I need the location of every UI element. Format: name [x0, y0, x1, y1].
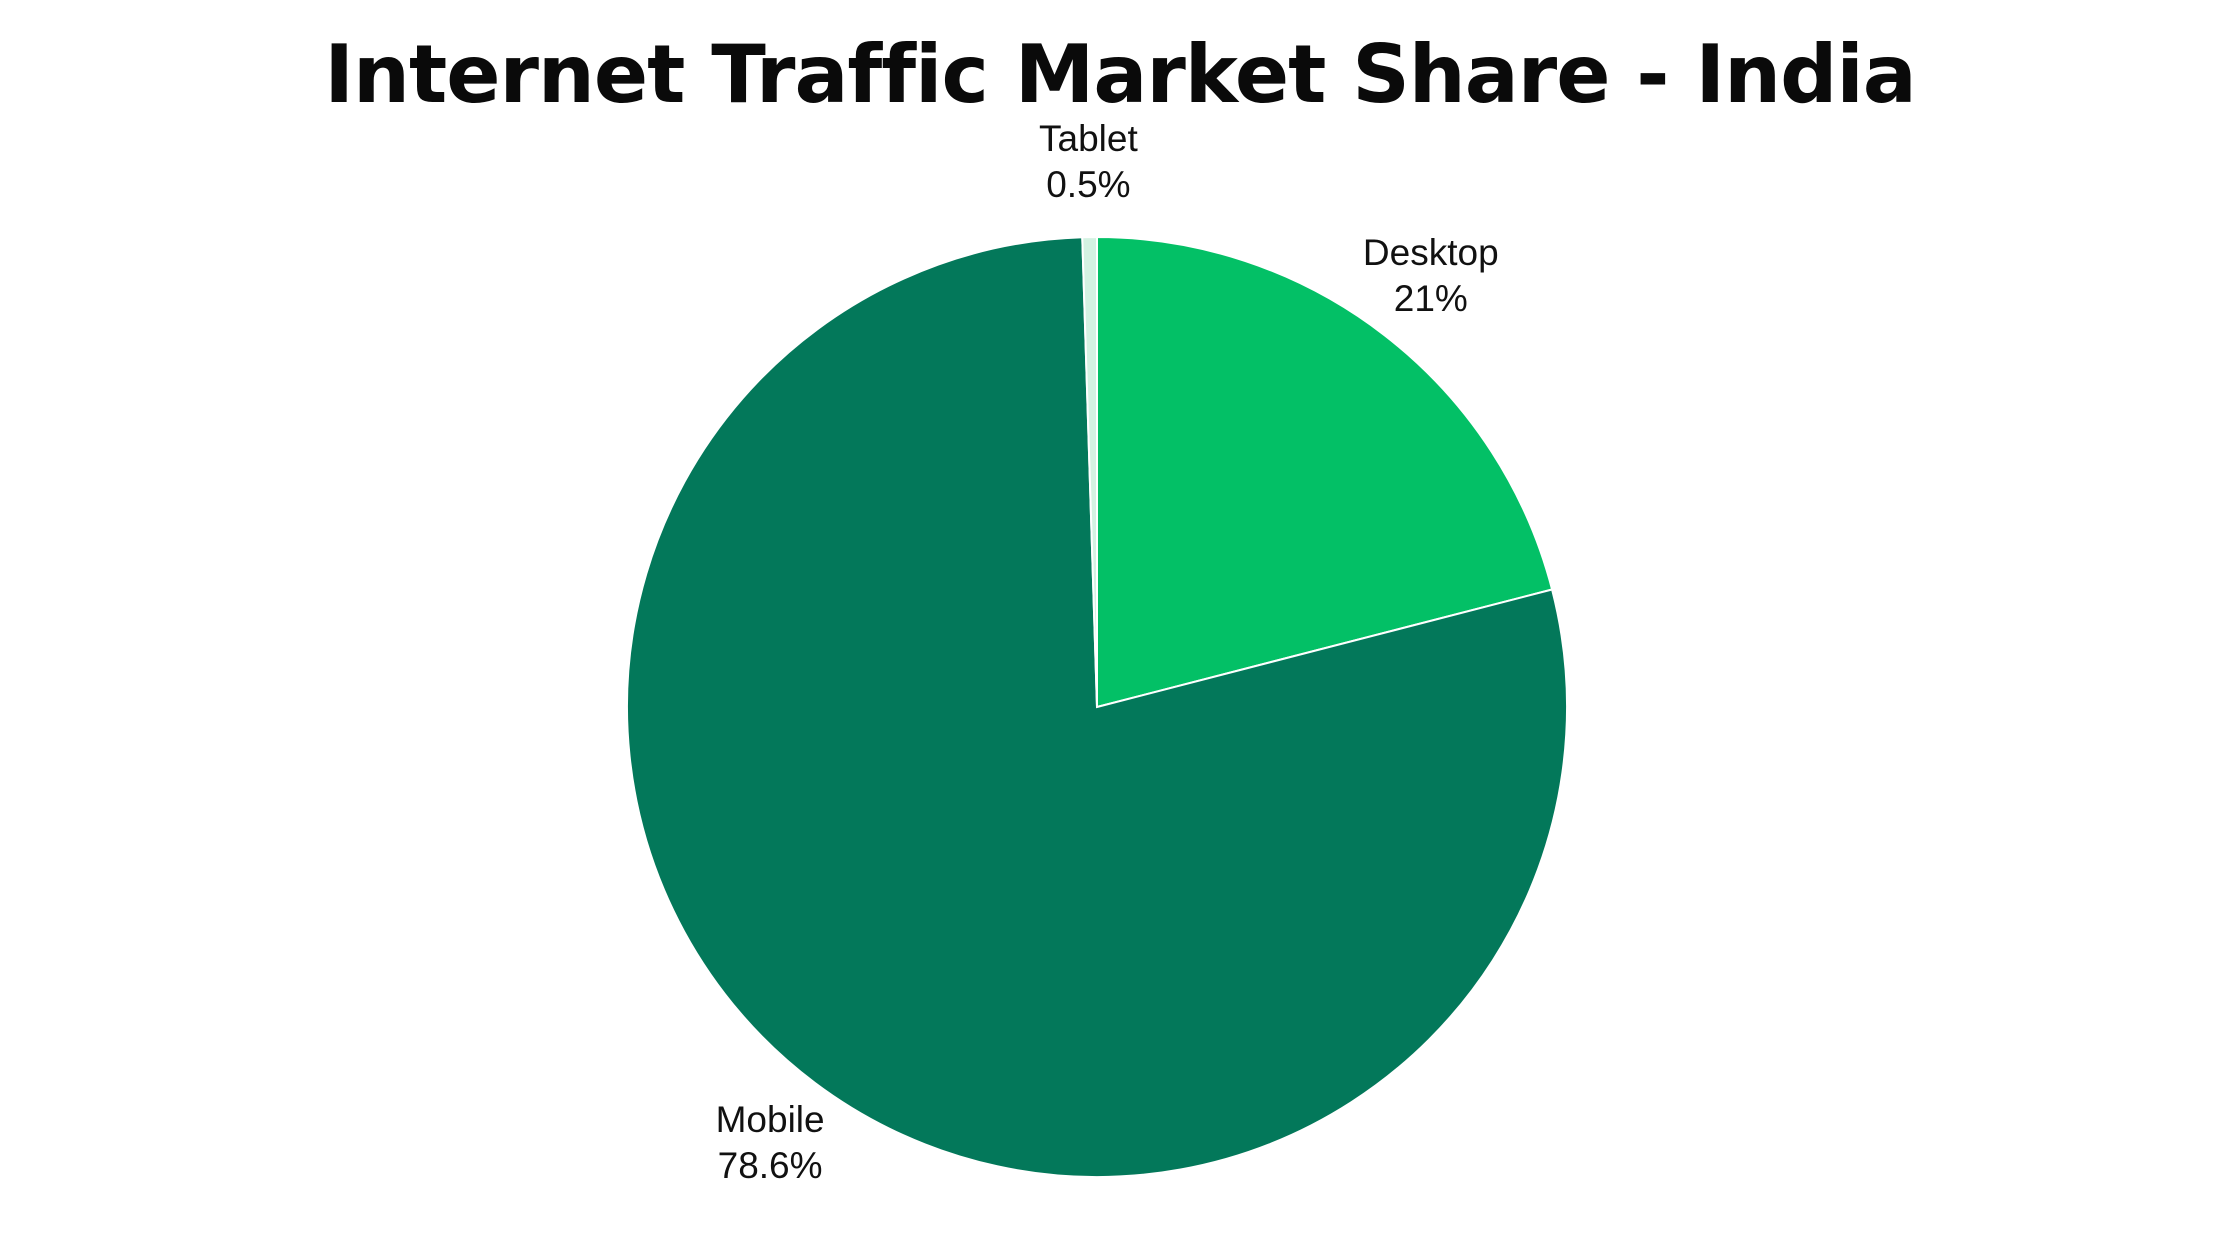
slice-label-mobile: Mobile — [716, 1099, 825, 1140]
pie-slice-tablet — [1081, 235, 1098, 708]
slice-label-tablet: Tablet — [1039, 118, 1138, 159]
pie-slices — [626, 235, 1568, 1178]
slice-value-tablet: 0.5% — [1046, 164, 1130, 205]
chart-title: Internet Traffic Market Share - India — [324, 28, 1917, 121]
pie-slice-desktop — [1096, 235, 1554, 709]
pie-slice-mobile — [626, 236, 1568, 1178]
slice-value-mobile: 78.6% — [718, 1145, 823, 1186]
pie-labels: Desktop 21% Mobile 78.6% Tablet 0.5% — [716, 118, 1499, 1186]
slice-label-desktop: Desktop — [1363, 232, 1499, 273]
slice-value-desktop: 21% — [1394, 278, 1468, 319]
